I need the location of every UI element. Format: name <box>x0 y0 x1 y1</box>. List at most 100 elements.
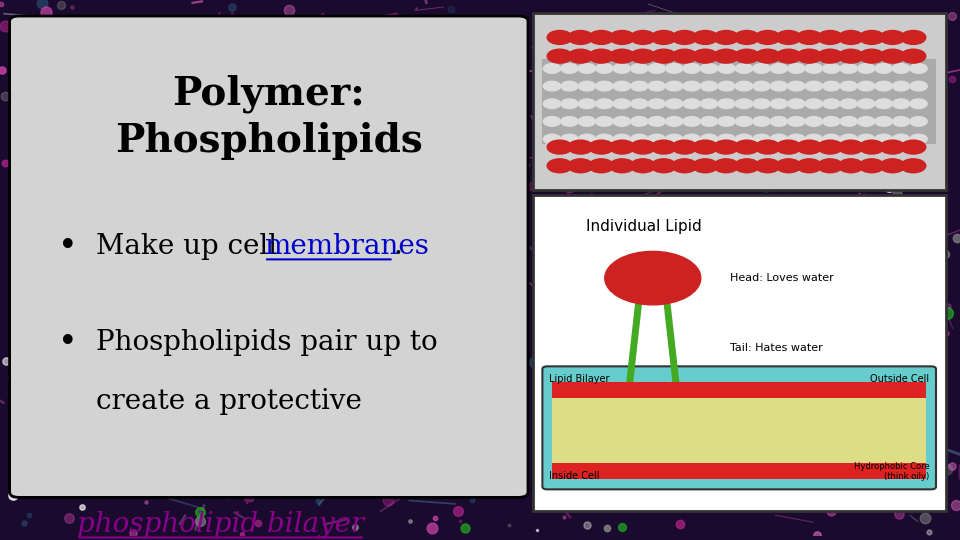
Circle shape <box>718 99 735 109</box>
Circle shape <box>588 140 613 154</box>
FancyBboxPatch shape <box>542 366 936 489</box>
Circle shape <box>893 117 910 126</box>
Circle shape <box>665 64 683 73</box>
Circle shape <box>880 159 905 173</box>
Circle shape <box>561 64 578 73</box>
Circle shape <box>713 30 738 44</box>
Text: create a protective: create a protective <box>96 388 362 415</box>
Circle shape <box>823 64 840 73</box>
Circle shape <box>838 49 863 63</box>
Circle shape <box>875 134 892 144</box>
Circle shape <box>543 99 561 109</box>
Circle shape <box>875 64 892 73</box>
Circle shape <box>718 117 735 126</box>
Circle shape <box>683 64 700 73</box>
Circle shape <box>672 30 697 44</box>
Circle shape <box>568 159 593 173</box>
Circle shape <box>596 99 613 109</box>
Circle shape <box>665 117 683 126</box>
Circle shape <box>770 117 787 126</box>
Text: Make up cell: Make up cell <box>96 233 286 260</box>
Circle shape <box>880 30 905 44</box>
Circle shape <box>910 99 927 109</box>
Circle shape <box>543 134 561 144</box>
Circle shape <box>823 134 840 144</box>
Text: Hydrophobic Core
(think oily): Hydrophobic Core (think oily) <box>853 462 929 481</box>
Circle shape <box>838 30 863 44</box>
Circle shape <box>701 99 718 109</box>
Circle shape <box>797 140 822 154</box>
Circle shape <box>588 49 613 63</box>
Circle shape <box>605 251 701 305</box>
Circle shape <box>693 49 718 63</box>
Circle shape <box>910 82 927 91</box>
Circle shape <box>753 82 770 91</box>
Circle shape <box>651 30 676 44</box>
Text: •: • <box>58 230 77 262</box>
Circle shape <box>718 82 735 91</box>
Circle shape <box>568 30 593 44</box>
Circle shape <box>578 64 595 73</box>
Circle shape <box>631 99 648 109</box>
Circle shape <box>823 99 840 109</box>
Circle shape <box>683 99 700 109</box>
Circle shape <box>588 159 613 173</box>
Circle shape <box>735 99 753 109</box>
Circle shape <box>859 140 884 154</box>
Circle shape <box>651 49 676 63</box>
Text: Phospholipids pair up to: Phospholipids pair up to <box>96 329 438 356</box>
Circle shape <box>788 117 805 126</box>
Circle shape <box>880 140 905 154</box>
Circle shape <box>857 64 875 73</box>
Circle shape <box>893 99 910 109</box>
Circle shape <box>610 140 635 154</box>
Circle shape <box>875 99 892 109</box>
Circle shape <box>631 159 656 173</box>
Circle shape <box>823 82 840 91</box>
Circle shape <box>910 64 927 73</box>
Circle shape <box>900 159 925 173</box>
Circle shape <box>857 82 875 91</box>
FancyBboxPatch shape <box>533 195 946 511</box>
Circle shape <box>840 99 857 109</box>
Bar <box>542 59 936 144</box>
Circle shape <box>610 30 635 44</box>
Text: Inside Cell: Inside Cell <box>549 471 600 481</box>
Circle shape <box>735 64 753 73</box>
Circle shape <box>561 134 578 144</box>
Circle shape <box>613 64 631 73</box>
Circle shape <box>648 134 665 144</box>
Circle shape <box>893 134 910 144</box>
Circle shape <box>648 117 665 126</box>
Circle shape <box>875 82 892 91</box>
Circle shape <box>734 159 759 173</box>
Circle shape <box>648 82 665 91</box>
Circle shape <box>613 82 631 91</box>
Circle shape <box>735 82 753 91</box>
Circle shape <box>859 49 884 63</box>
Circle shape <box>631 82 648 91</box>
Circle shape <box>880 49 905 63</box>
Circle shape <box>701 117 718 126</box>
Circle shape <box>713 159 738 173</box>
Circle shape <box>770 64 787 73</box>
Circle shape <box>788 134 805 144</box>
Circle shape <box>665 82 683 91</box>
Circle shape <box>805 82 823 91</box>
Circle shape <box>561 82 578 91</box>
Circle shape <box>693 159 718 173</box>
Circle shape <box>818 49 843 63</box>
Circle shape <box>805 64 823 73</box>
Circle shape <box>568 140 593 154</box>
Circle shape <box>756 159 780 173</box>
Circle shape <box>665 134 683 144</box>
Circle shape <box>859 159 884 173</box>
Circle shape <box>596 82 613 91</box>
Circle shape <box>631 134 648 144</box>
Text: Head: Loves water: Head: Loves water <box>730 273 833 283</box>
Circle shape <box>713 49 738 63</box>
Circle shape <box>776 140 801 154</box>
Circle shape <box>568 49 593 63</box>
Circle shape <box>805 99 823 109</box>
Circle shape <box>631 64 648 73</box>
